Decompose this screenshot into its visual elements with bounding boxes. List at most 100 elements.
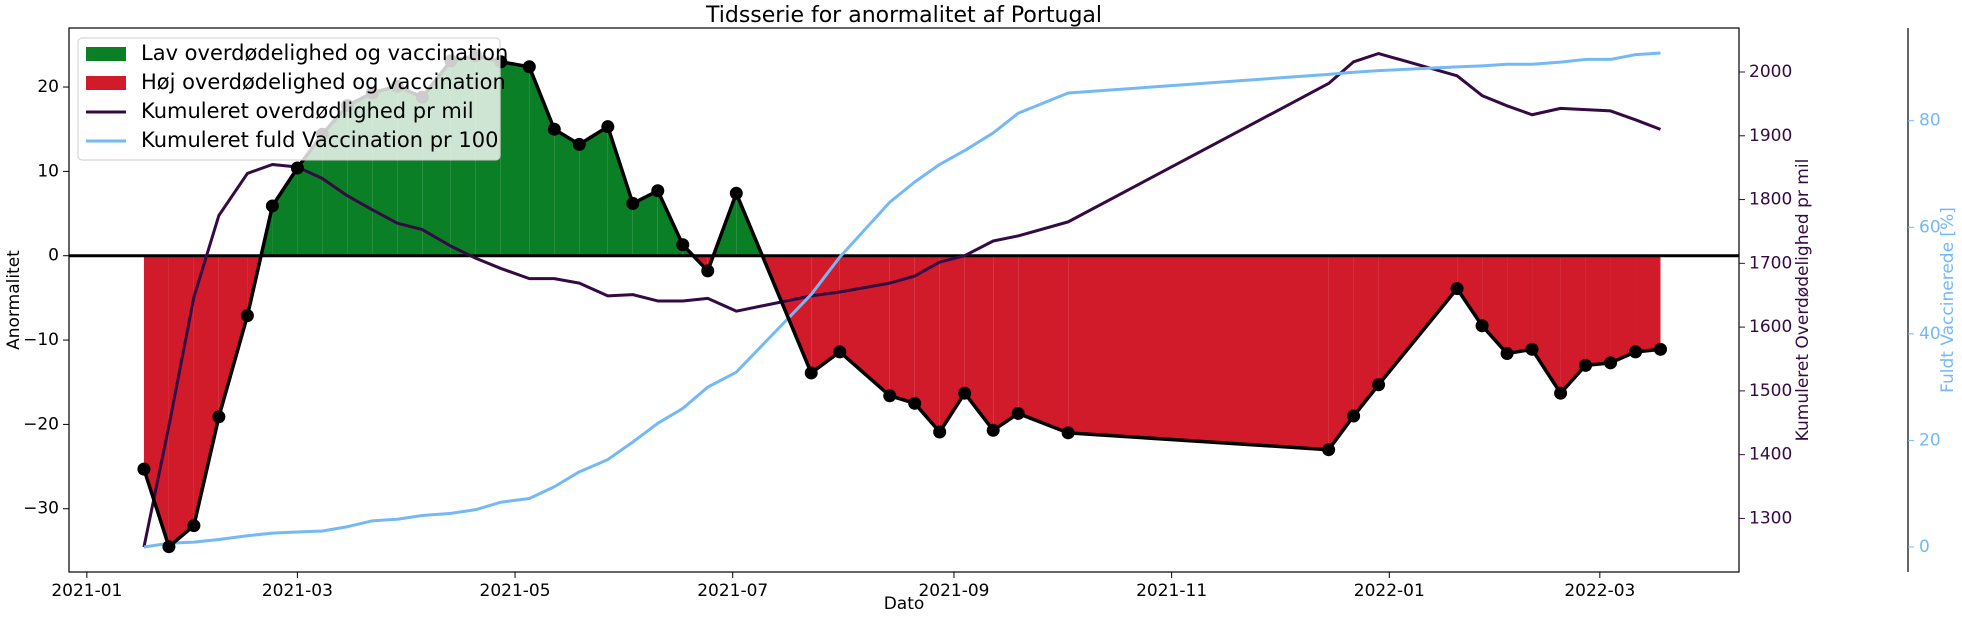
area-fill: [1635, 255, 1661, 352]
anomaly-point: [265, 199, 279, 213]
anomaly-point: [804, 366, 818, 380]
legend-label: Kumuleret fuld Vaccination pr 100: [141, 128, 498, 152]
area-fill: [1560, 255, 1586, 394]
area-fill: [272, 168, 298, 256]
y-tick-label: 10: [37, 161, 59, 181]
anomaly-point: [908, 396, 922, 410]
anomaly-point: [651, 184, 665, 198]
legend-box: [77, 37, 501, 161]
area-fill: [1018, 255, 1069, 433]
legend: Lav overdødelighed og vaccination Høj ove…: [77, 37, 508, 161]
anomaly-point: [1450, 282, 1464, 296]
anomaly-point: [162, 540, 176, 554]
series-line: [142, 52, 1662, 548]
y2-tick-label: 1800: [1749, 190, 1792, 210]
area-fill: [993, 255, 1019, 431]
area-fill: [939, 255, 965, 432]
series-line: [143, 51, 1661, 549]
anomaly-point: [522, 60, 536, 74]
area-fill: [1610, 255, 1636, 363]
anomaly-point: [1579, 358, 1593, 372]
anomaly-point: [187, 519, 201, 533]
y-tick-label: −30: [23, 499, 59, 519]
area-fill: [297, 134, 323, 256]
y3-axis-label: Fuldt Vaccinerede [%]: [1938, 207, 1958, 393]
y2-tick-label: 1300: [1749, 508, 1792, 528]
area-fill: [1482, 255, 1508, 354]
anomaly-point: [1554, 386, 1568, 400]
anomaly-point: [676, 238, 690, 252]
anomaly-point: [1604, 356, 1618, 370]
area-fill: [1585, 255, 1611, 366]
anomaly-point: [833, 345, 847, 359]
y3-tick-label: 80: [1919, 111, 1941, 131]
anomaly-point: [601, 120, 615, 134]
area-fill: [500, 61, 530, 256]
area-fill: [607, 126, 633, 256]
legend-swatch: [86, 47, 126, 61]
y-tick-label: −10: [23, 330, 59, 350]
area-fill: [1328, 255, 1354, 450]
anomaly-point: [212, 410, 226, 424]
y2-tick-label: 1500: [1749, 381, 1792, 401]
area-fill: [1353, 255, 1379, 416]
anomaly-point: [1011, 406, 1025, 420]
y-tick-label: 0: [48, 246, 59, 266]
y3-tick-label: 60: [1919, 217, 1941, 237]
anomaly-point: [572, 137, 586, 151]
x-tick-label: 2021-03: [262, 581, 333, 601]
legend-label: Kumuleret overdødlighed pr mil: [141, 99, 474, 123]
legend-swatch: [86, 76, 126, 90]
y2-tick-label: 1700: [1749, 253, 1792, 273]
x-tick-label: 2021-11: [1136, 581, 1207, 601]
anomaly-point: [1322, 443, 1336, 457]
area-fill: [632, 190, 658, 256]
area-fill: [1378, 255, 1458, 385]
anomaly-point: [933, 425, 947, 439]
x-tick-label: 2021-01: [51, 581, 122, 601]
anomaly-point: [626, 196, 640, 210]
anomaly-point: [290, 161, 304, 175]
x-tick-label: 2021-05: [480, 581, 551, 601]
anomaly-point: [1653, 342, 1667, 356]
legend-label: Høj overdødelighed og vaccination: [141, 70, 506, 94]
y-axis-label: Anormalitet: [4, 250, 24, 350]
area-fill: [193, 255, 219, 526]
area-fill: [1507, 255, 1533, 354]
anomaly-point: [240, 309, 254, 323]
x-tick-label: 2022-01: [1354, 581, 1425, 601]
area-fill: [914, 255, 940, 432]
anomaly-point: [1372, 378, 1386, 392]
x-tick-label: 2022-03: [1564, 581, 1635, 601]
anomaly-point: [1525, 342, 1539, 356]
anomaly-point: [547, 122, 561, 136]
y2-tick-label: 1900: [1749, 126, 1792, 146]
anomaly-point: [137, 462, 151, 476]
anomaly-point: [729, 186, 743, 200]
area-fill: [964, 255, 994, 431]
y3-tick-label: 0: [1919, 537, 1930, 557]
x-tick-label: 2021-07: [697, 581, 768, 601]
area-fill: [143, 255, 169, 547]
anomaly-point: [986, 423, 1000, 437]
area-fill: [579, 126, 608, 256]
x-tick-label: 2021-09: [918, 581, 989, 601]
area-fill: [1068, 255, 1329, 450]
anomaly-point: [1475, 319, 1489, 333]
area-fill: [1457, 255, 1483, 326]
y-tick-label: 20: [37, 77, 59, 97]
anomaly-point: [883, 389, 897, 403]
x-axis-label: Dato: [884, 594, 925, 614]
anomaly-point: [958, 386, 972, 400]
y2-tick-label: 2000: [1749, 62, 1792, 82]
y2-axis-label: Kumuleret Overdødelighed pr mil: [1793, 159, 1813, 442]
y3-tick-label: 20: [1919, 430, 1941, 450]
area-fill: [554, 129, 580, 256]
anomaly-point: [701, 264, 715, 278]
plot-frame: [68, 27, 1740, 573]
area-fill: [889, 255, 915, 404]
anomaly-point: [1347, 409, 1361, 423]
chart-title: Tidsserie for anormalitet af Portugal: [705, 3, 1102, 28]
